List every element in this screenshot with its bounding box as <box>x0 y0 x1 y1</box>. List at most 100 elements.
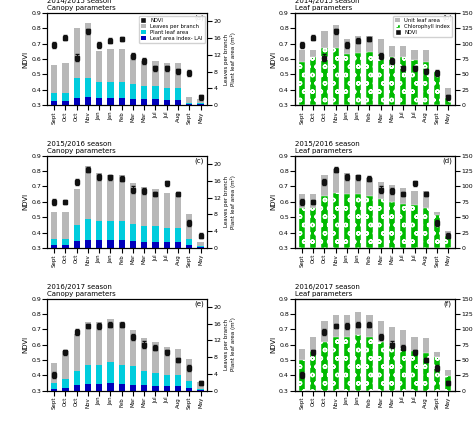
Bar <box>118 322 125 391</box>
Bar <box>197 388 204 391</box>
Bar <box>141 99 147 105</box>
Bar <box>344 39 350 105</box>
Text: 2016/2017 season
Canopy parameters: 2016/2017 season Canopy parameters <box>47 284 116 297</box>
Bar <box>344 54 350 105</box>
Bar <box>96 99 102 105</box>
Bar <box>85 23 91 105</box>
Bar <box>73 334 80 391</box>
Bar <box>130 385 136 391</box>
Bar <box>141 371 147 391</box>
Bar <box>62 388 69 391</box>
Bar <box>411 351 418 391</box>
Bar <box>152 99 159 105</box>
Bar <box>186 214 192 248</box>
Legend: Unit leaf area, Chlorophyll index, NDVI: Unit leaf area, Chlorophyll index, NDVI <box>393 16 452 37</box>
Bar <box>299 208 305 248</box>
Bar <box>62 102 69 105</box>
Bar <box>85 166 91 248</box>
Bar <box>85 97 91 105</box>
Bar <box>400 187 406 248</box>
Bar <box>107 82 114 105</box>
Bar <box>141 61 147 105</box>
Bar <box>51 239 57 248</box>
Bar <box>434 85 440 105</box>
Bar <box>378 54 384 105</box>
Bar <box>310 351 316 391</box>
Bar <box>141 385 147 391</box>
Bar <box>411 337 418 391</box>
Bar <box>186 388 192 391</box>
Bar <box>366 52 373 105</box>
Bar <box>344 315 350 391</box>
Bar <box>118 49 125 105</box>
Bar <box>152 242 159 248</box>
Bar <box>411 50 418 105</box>
Bar <box>62 63 69 105</box>
Bar <box>130 55 136 105</box>
Bar <box>197 247 204 248</box>
Bar <box>107 220 114 248</box>
Bar <box>51 93 57 105</box>
Bar <box>366 36 373 105</box>
Bar <box>344 173 350 248</box>
Bar <box>400 46 406 105</box>
Bar <box>152 189 159 248</box>
Bar <box>355 175 361 248</box>
Bar <box>51 245 57 248</box>
Bar <box>299 349 305 391</box>
Bar <box>118 365 125 391</box>
Bar <box>96 82 102 105</box>
Bar <box>445 376 451 391</box>
Bar <box>445 236 451 248</box>
Bar <box>73 225 80 248</box>
Bar <box>333 169 339 248</box>
Bar <box>423 50 429 105</box>
Bar <box>333 337 339 391</box>
Text: 2014/2015 season
Canopy parameters: 2014/2015 season Canopy parameters <box>47 0 116 11</box>
Bar <box>175 228 181 248</box>
Bar <box>51 363 57 391</box>
Bar <box>321 31 328 105</box>
Bar <box>389 202 395 248</box>
Bar <box>107 99 114 105</box>
Bar <box>62 212 69 248</box>
Bar <box>118 220 125 248</box>
Bar <box>73 241 80 248</box>
Legend: NDVI, Leaves per branch, Plant leaf area, Leaf area index- LAI: NDVI, Leaves per branch, Plant leaf area… <box>138 16 205 43</box>
Bar <box>389 57 395 105</box>
Bar <box>85 365 91 391</box>
Bar <box>434 215 440 248</box>
Bar <box>51 66 57 105</box>
Bar <box>164 347 170 391</box>
Bar <box>96 384 102 391</box>
Y-axis label: Leaves per branch
Plant leaf area (m²): Leaves per branch Plant leaf area (m²) <box>224 318 236 372</box>
Bar <box>118 99 125 105</box>
Bar <box>175 386 181 391</box>
Bar <box>400 57 406 105</box>
Bar <box>107 384 114 391</box>
Bar <box>164 100 170 105</box>
Bar <box>186 104 192 105</box>
Bar <box>411 205 418 248</box>
Bar <box>310 57 316 105</box>
Bar <box>141 86 147 105</box>
Bar <box>299 360 305 391</box>
Bar <box>152 61 159 105</box>
Bar <box>73 98 80 105</box>
Bar <box>434 212 440 248</box>
Bar <box>400 348 406 391</box>
Bar <box>130 241 136 248</box>
Bar <box>96 365 102 391</box>
Bar <box>107 174 114 248</box>
Y-axis label: NDVI: NDVI <box>270 50 276 68</box>
Bar <box>62 239 69 248</box>
Bar <box>366 337 373 391</box>
Bar <box>378 199 384 248</box>
Bar <box>321 48 328 105</box>
Bar <box>73 385 80 391</box>
Bar <box>423 353 429 391</box>
Bar <box>197 382 204 391</box>
Bar <box>299 194 305 248</box>
Bar <box>141 338 147 391</box>
Bar <box>118 82 125 105</box>
